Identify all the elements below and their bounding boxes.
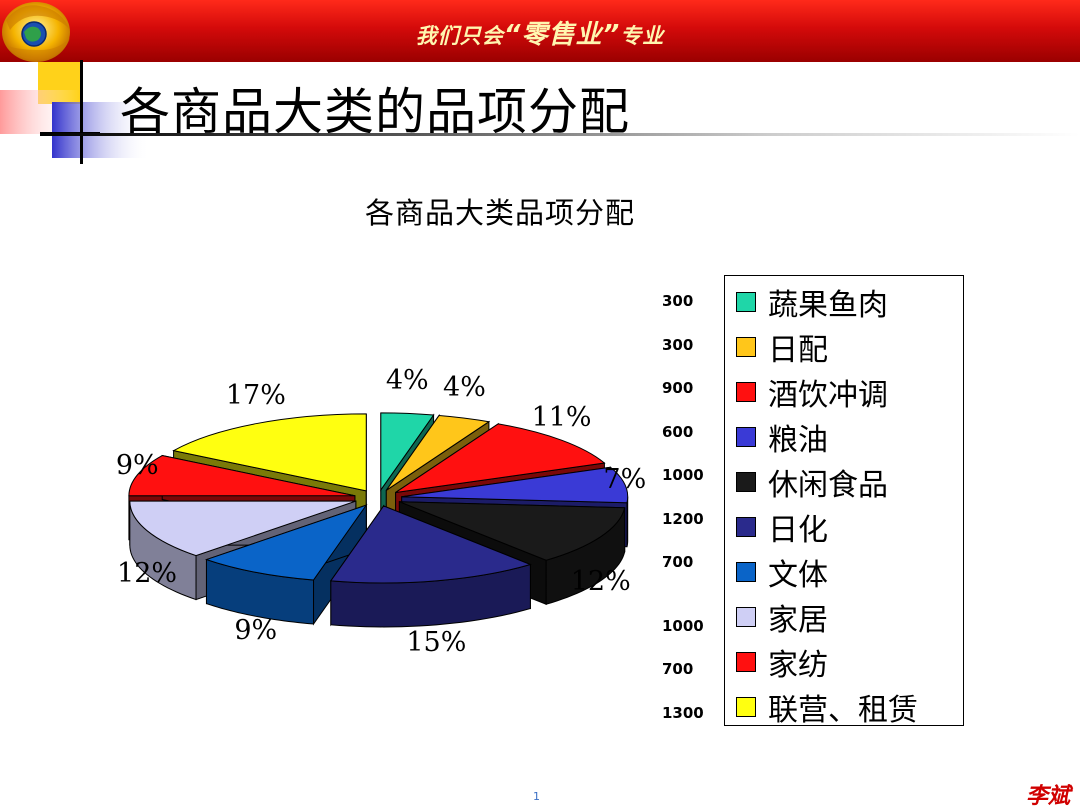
pie-percent-label: 9% (234, 615, 278, 647)
category-count-label: 700 (662, 553, 694, 571)
legend-swatch (736, 697, 756, 717)
legend-label: 家居 (768, 603, 828, 638)
legend-swatch (736, 427, 756, 447)
pie-percent-label: 4% (385, 365, 429, 397)
pie-slice-9 (172, 413, 367, 492)
legend-label: 蔬果鱼肉 (768, 288, 888, 323)
pie-percent-label: 11% (531, 402, 592, 434)
chart-legend: 蔬果鱼肉日配酒饮冲调粮油休闲食品日化文体家居家纺联营、租赁 (724, 275, 964, 728)
header-bar (0, 0, 1080, 62)
pie-slice-5 (329, 505, 532, 584)
legend-swatch (736, 517, 756, 537)
legend-label: 日化 (768, 513, 828, 548)
pie-percent-label: 17% (225, 379, 286, 411)
pie-slice-7 (129, 500, 356, 557)
legend-label: 日配 (768, 333, 828, 368)
pie-tops (128, 412, 629, 584)
header-slogan: 我们只会“零售业”专业 (0, 0, 1080, 62)
legend-item: 家居 (736, 597, 828, 638)
pie-slice-8 (128, 455, 356, 497)
legend-item: 家纺 (736, 642, 828, 683)
slogan-part-2: “零售业” (503, 20, 621, 50)
legend-swatch (736, 607, 756, 627)
legend-label: 酒饮冲调 (768, 378, 888, 413)
legend-swatch (736, 472, 756, 492)
legend-swatch (736, 337, 756, 357)
pie-percent-label: 7% (603, 464, 647, 496)
pie-slice-2 (395, 423, 606, 493)
pie-slice-0 (380, 412, 435, 492)
pie-percent-label: 12% (570, 566, 631, 598)
pie-slice-6 (204, 504, 368, 581)
pie-percent-label: 12% (117, 557, 178, 589)
legend-item: 联营、租赁 (736, 687, 918, 728)
legend-label: 文体 (768, 558, 828, 593)
category-count-label: 1300 (662, 703, 704, 722)
legend-label: 家纺 (768, 648, 828, 683)
legend-item: 粮油 (736, 417, 828, 458)
slogan-part-1: 我们只会 (415, 24, 504, 48)
legend-label: 休闲食品 (768, 468, 888, 503)
legend-item: 日配 (736, 327, 828, 368)
legend-item: 酒饮冲调 (736, 372, 888, 413)
legend-label: 联营、租赁 (768, 693, 918, 728)
legend-item: 日化 (736, 507, 828, 548)
pie-slice-1 (385, 414, 491, 491)
legend-swatch (736, 652, 756, 672)
legend-item: 文体 (736, 552, 828, 593)
slogan-part-3: 专业 (620, 24, 665, 48)
title-decoration (0, 60, 150, 164)
category-count-label: 1200 (662, 509, 704, 528)
category-count-label: 1000 (662, 616, 704, 635)
legend-swatch (736, 562, 756, 582)
title-underline (40, 133, 1080, 136)
category-count-label: 300 (662, 335, 694, 354)
chart-title: 各商品大类品项分配 (364, 196, 635, 230)
legend-label: 粮油 (768, 423, 828, 458)
category-count-label: 300 (662, 292, 694, 310)
dragon-globe-logo-icon (2, 2, 70, 62)
page-number: 1 (533, 790, 540, 803)
category-count-label: 700 (662, 660, 694, 678)
legend-swatch (736, 382, 756, 402)
author-signature: 李斌 (1026, 783, 1071, 809)
page-title: 各商品大类的品项分配 (120, 83, 630, 141)
pie-slice-3 (401, 466, 629, 504)
category-count-label: 1000 (662, 466, 704, 484)
category-count-label: 600 (662, 422, 694, 441)
legend-item: 休闲食品 (736, 462, 888, 503)
category-count-label: 900 (662, 379, 694, 397)
pie-percent-label: 4% (443, 371, 486, 403)
legend-swatch (736, 292, 756, 312)
pie-percent-label: 15% (406, 627, 467, 659)
pie-percent-label: 9% (115, 450, 159, 482)
pie-slice-4 (399, 501, 626, 561)
legend-item: 蔬果鱼肉 (736, 282, 888, 323)
